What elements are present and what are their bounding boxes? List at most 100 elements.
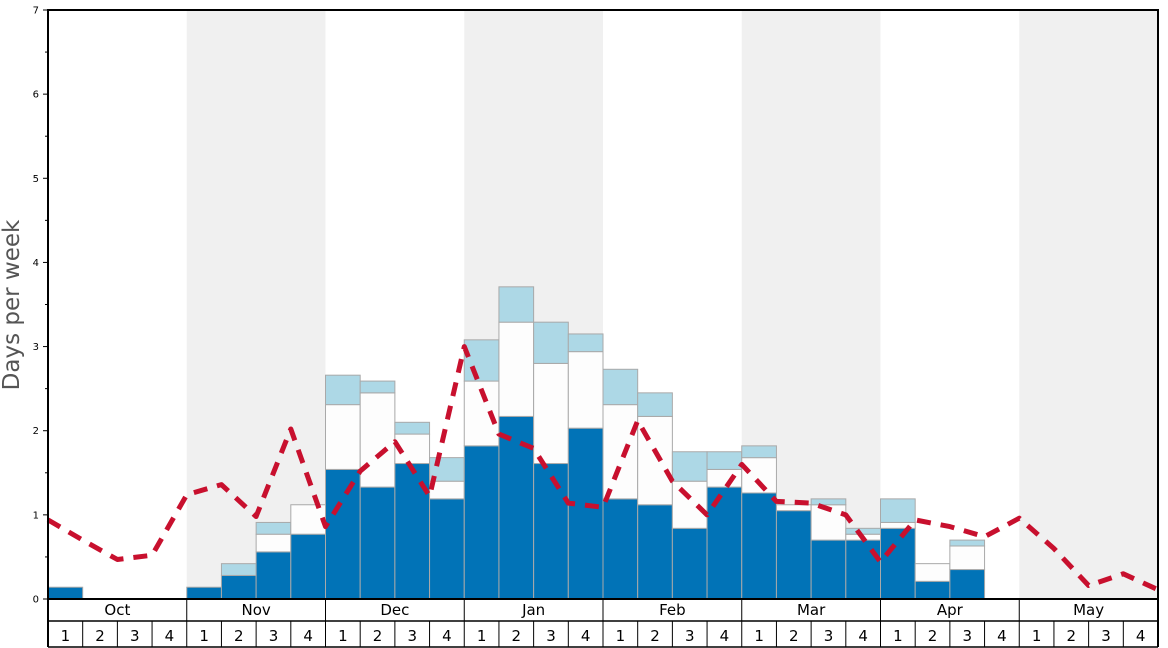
bar-segment bbox=[880, 498, 916, 523]
bar-segment bbox=[949, 569, 986, 600]
bar-segment bbox=[359, 392, 396, 488]
dashed-series-line bbox=[46, 344, 1160, 592]
week-label: 1 bbox=[338, 627, 348, 645]
week-label: 3 bbox=[685, 627, 695, 645]
bar-segment bbox=[602, 404, 639, 500]
week-label: 2 bbox=[234, 627, 244, 645]
bar-segment bbox=[637, 504, 673, 600]
bar-segment bbox=[880, 527, 916, 600]
week-label: 1 bbox=[61, 627, 71, 645]
bar-segment bbox=[810, 498, 847, 506]
axes-layer: 0 1 2 3 4 5 6 7 Oct Nov Dec Jan Feb Mar Apr May 1 2 3 4 1 2 3 4… bbox=[33, 6, 1159, 648]
y-tick-label: 7 bbox=[33, 6, 39, 17]
bar-segment bbox=[463, 445, 500, 600]
month-label: May bbox=[1073, 601, 1104, 619]
month-shade bbox=[186, 10, 326, 599]
bar-segment bbox=[775, 504, 812, 512]
line-layer bbox=[46, 344, 1160, 592]
bar-segment bbox=[845, 539, 881, 600]
week-label: 3 bbox=[546, 627, 556, 645]
week-label: 2 bbox=[1067, 627, 1077, 645]
week-label: 3 bbox=[1101, 627, 1111, 645]
month-label: Apr bbox=[937, 601, 964, 619]
bar-segment bbox=[359, 486, 396, 600]
bar-segment bbox=[671, 480, 708, 529]
bar-segment bbox=[637, 392, 673, 417]
bar-segment bbox=[533, 321, 569, 364]
week-label: 2 bbox=[928, 627, 938, 645]
bar-segment bbox=[775, 510, 812, 600]
week-label: 4 bbox=[1136, 627, 1146, 645]
bar-segment bbox=[567, 351, 604, 429]
bar-segment bbox=[186, 586, 222, 600]
bar-segment bbox=[498, 321, 535, 417]
month-label: Feb bbox=[659, 601, 686, 619]
bar-segment bbox=[914, 580, 951, 600]
week-label: 1 bbox=[616, 627, 626, 645]
week-label: 3 bbox=[407, 627, 417, 645]
bar-segment bbox=[914, 563, 951, 582]
week-label: 3 bbox=[962, 627, 972, 645]
week-label: 4 bbox=[581, 627, 591, 645]
bar-segment bbox=[567, 333, 604, 353]
bar-segment bbox=[602, 368, 639, 406]
bar-segment bbox=[498, 286, 535, 323]
week-label: 3 bbox=[824, 627, 834, 645]
week-label: 2 bbox=[789, 627, 799, 645]
bar-segment bbox=[47, 586, 84, 600]
bar-segment bbox=[533, 463, 569, 600]
week-label: 1 bbox=[477, 627, 487, 645]
week-label: 2 bbox=[95, 627, 105, 645]
week-label: 2 bbox=[512, 627, 522, 645]
bar-segment bbox=[220, 563, 257, 576]
y-tick-label: 3 bbox=[33, 342, 39, 353]
bar-segment bbox=[463, 339, 500, 382]
bar-segment bbox=[810, 539, 847, 600]
week-label: 4 bbox=[858, 627, 868, 645]
month-label: Oct bbox=[104, 601, 130, 619]
week-label: 1 bbox=[754, 627, 764, 645]
bar-segment bbox=[567, 427, 604, 600]
bar-segment bbox=[325, 374, 361, 406]
month-label: Nov bbox=[241, 601, 270, 619]
y-tick-label: 0 bbox=[33, 595, 39, 606]
bar-segment bbox=[394, 421, 431, 435]
month-label: Jan bbox=[521, 601, 545, 619]
week-label: 4 bbox=[720, 627, 730, 645]
bar-segment bbox=[671, 451, 708, 482]
bar-segment bbox=[741, 445, 777, 459]
bar-segment bbox=[533, 362, 569, 465]
week-label: 1 bbox=[1032, 627, 1042, 645]
week-label: 1 bbox=[199, 627, 209, 645]
y-tick-label: 2 bbox=[33, 426, 39, 437]
bar-segment bbox=[255, 533, 292, 553]
week-label: 2 bbox=[650, 627, 660, 645]
bar-segment bbox=[255, 521, 292, 535]
month-label: Mar bbox=[797, 601, 826, 619]
week-label: 1 bbox=[893, 627, 903, 645]
bar-segment bbox=[949, 539, 986, 547]
bar-segment bbox=[949, 545, 986, 571]
y-tick-label: 1 bbox=[33, 510, 39, 521]
bar-segment bbox=[671, 527, 708, 600]
bar-segment bbox=[429, 498, 465, 600]
bars-layer bbox=[47, 286, 986, 600]
bar-segment bbox=[706, 468, 743, 488]
bar-segment bbox=[706, 451, 743, 470]
bar-segment bbox=[290, 504, 326, 535]
bar-segment bbox=[325, 404, 361, 470]
week-label: 2 bbox=[373, 627, 383, 645]
y-tick-label: 5 bbox=[33, 174, 39, 185]
week-label: 4 bbox=[165, 627, 175, 645]
month-label: Dec bbox=[380, 601, 409, 619]
month-shade bbox=[1019, 10, 1158, 599]
bar-segment bbox=[325, 468, 361, 600]
y-tick-label: 6 bbox=[33, 90, 39, 101]
week-label: 4 bbox=[303, 627, 313, 645]
y-axis-label: Days per week bbox=[0, 219, 25, 390]
bar-segment bbox=[220, 574, 257, 600]
bar-segment bbox=[359, 380, 396, 394]
bar-segment bbox=[845, 527, 881, 535]
